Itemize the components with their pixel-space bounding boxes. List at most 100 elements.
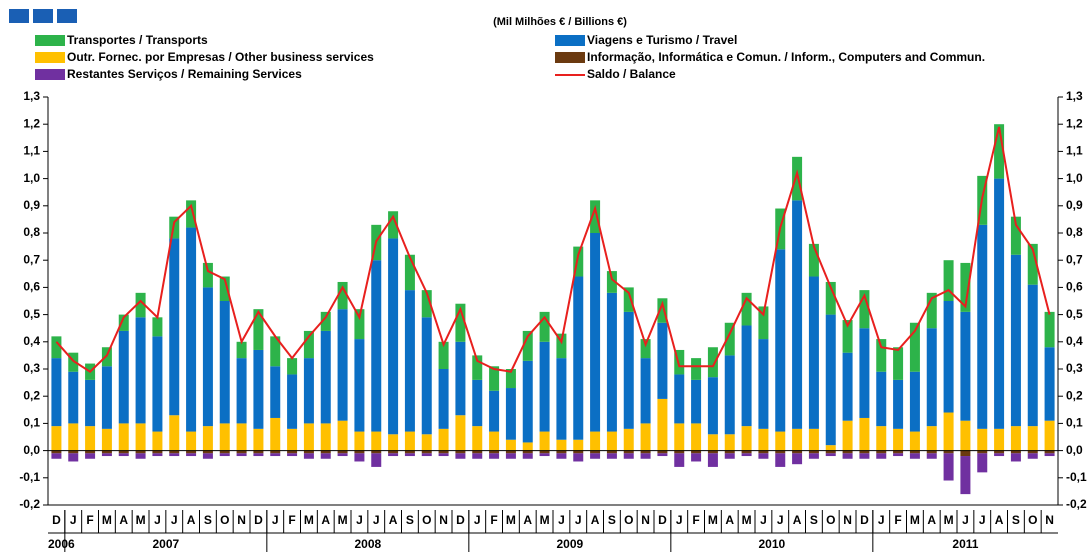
bar-segment (893, 453, 904, 457)
bar-segment (909, 371, 920, 432)
x-tick-label: M (338, 513, 348, 527)
y-tick-label: 0,4 (23, 334, 40, 348)
bar-segment (724, 450, 735, 454)
bar-segment (337, 450, 348, 454)
bar-segment (51, 358, 62, 427)
bar-segment (960, 450, 971, 457)
bar-segment (1044, 420, 1055, 451)
bar-segment (825, 445, 836, 451)
bar-segment (994, 453, 1005, 457)
bar-segment (876, 426, 887, 451)
bar-segment (68, 352, 79, 372)
y2-tick-label: 0,1 (1066, 416, 1083, 430)
bar-segment (505, 450, 516, 454)
bar-segment (219, 450, 230, 454)
bar-segment (775, 450, 786, 454)
bar-segment (118, 450, 129, 454)
bar-segment (909, 450, 920, 454)
bar-segment (68, 450, 79, 454)
bar-segment (876, 450, 887, 454)
bar-segment (606, 453, 617, 459)
bar-segment (1010, 453, 1021, 462)
bar-segment (623, 287, 634, 312)
bar-segment (674, 453, 685, 467)
year-label: 2008 (354, 537, 381, 551)
y2-tick-label: 1,0 (1066, 171, 1083, 185)
y-tick-label: 0,9 (23, 198, 40, 212)
bar-segment (960, 456, 971, 495)
x-tick-label: J (760, 513, 767, 527)
x-tick-label: O (220, 513, 229, 527)
bar-segment (758, 339, 769, 429)
bar-segment (169, 238, 180, 416)
bar-segment (876, 339, 887, 372)
bar-segment (573, 450, 584, 454)
bar-segment (606, 292, 617, 432)
bar-segment (741, 450, 752, 454)
bar-segment (792, 450, 803, 454)
x-tick-label: J (373, 513, 380, 527)
y2-tick-label: 0,3 (1066, 361, 1083, 375)
bar-segment (421, 290, 432, 318)
bar-segment (808, 453, 819, 459)
bar-segment (792, 200, 803, 429)
bar-segment (287, 453, 298, 457)
bar-segment (455, 303, 466, 342)
bar-segment (135, 423, 146, 451)
bar-segment (236, 423, 247, 451)
bar-segment (152, 450, 163, 454)
bar-segment (909, 322, 920, 372)
bar-segment (236, 358, 247, 424)
bar-segment (893, 347, 904, 380)
bar-segment (337, 281, 348, 310)
bar-segment (421, 450, 432, 454)
x-tick-label: M (910, 513, 920, 527)
bar-segment (287, 374, 298, 429)
x-tick-label: F (490, 513, 497, 527)
bar-segment (623, 453, 634, 459)
bar-segment (202, 287, 213, 427)
bar-segment (421, 453, 432, 457)
bar-segment (691, 379, 702, 424)
bar-segment (977, 224, 988, 429)
bar-segment (758, 306, 769, 340)
bar-segment (1010, 426, 1021, 451)
bar-segment (287, 358, 298, 375)
x-tick-label: J (474, 513, 481, 527)
bar-segment (539, 453, 550, 457)
bar-segment (118, 330, 129, 424)
x-tick-label: J (171, 513, 178, 527)
bar-segment (472, 379, 483, 427)
bar-segment (792, 428, 803, 451)
bar-segment (1027, 426, 1038, 451)
bar-segment (556, 450, 567, 454)
bar-segment (842, 450, 853, 454)
units: (Mil Milhões € / Billions €) (493, 16, 627, 28)
bar-segment (758, 450, 769, 454)
bar-segment (1044, 450, 1055, 454)
y-tick-label: 0,3 (23, 361, 40, 375)
x-tick-label: N (439, 513, 448, 527)
bar-segment (236, 341, 247, 359)
bar-segment (438, 341, 449, 369)
y2-tick-label: 0,5 (1066, 307, 1083, 321)
bar-segment (489, 450, 500, 454)
bar-segment (1027, 243, 1038, 285)
bar-segment (808, 276, 819, 429)
bar-segment (489, 390, 500, 432)
legend-label: Transportes / Transports (67, 33, 208, 47)
y-tick-label: 0,5 (23, 307, 40, 321)
bar-segment (472, 426, 483, 451)
bar-segment (505, 369, 516, 389)
x-tick-label: A (591, 513, 600, 527)
bar-segment (489, 431, 500, 451)
y2-tick-label: 0,8 (1066, 225, 1083, 239)
x-tick-label: M (304, 513, 314, 527)
bar-segment (522, 360, 533, 443)
bar-segment (522, 442, 533, 451)
bar-segment (674, 450, 685, 454)
bar-segment (404, 290, 415, 432)
bar-segment (842, 320, 853, 353)
bar-segment (354, 431, 365, 451)
